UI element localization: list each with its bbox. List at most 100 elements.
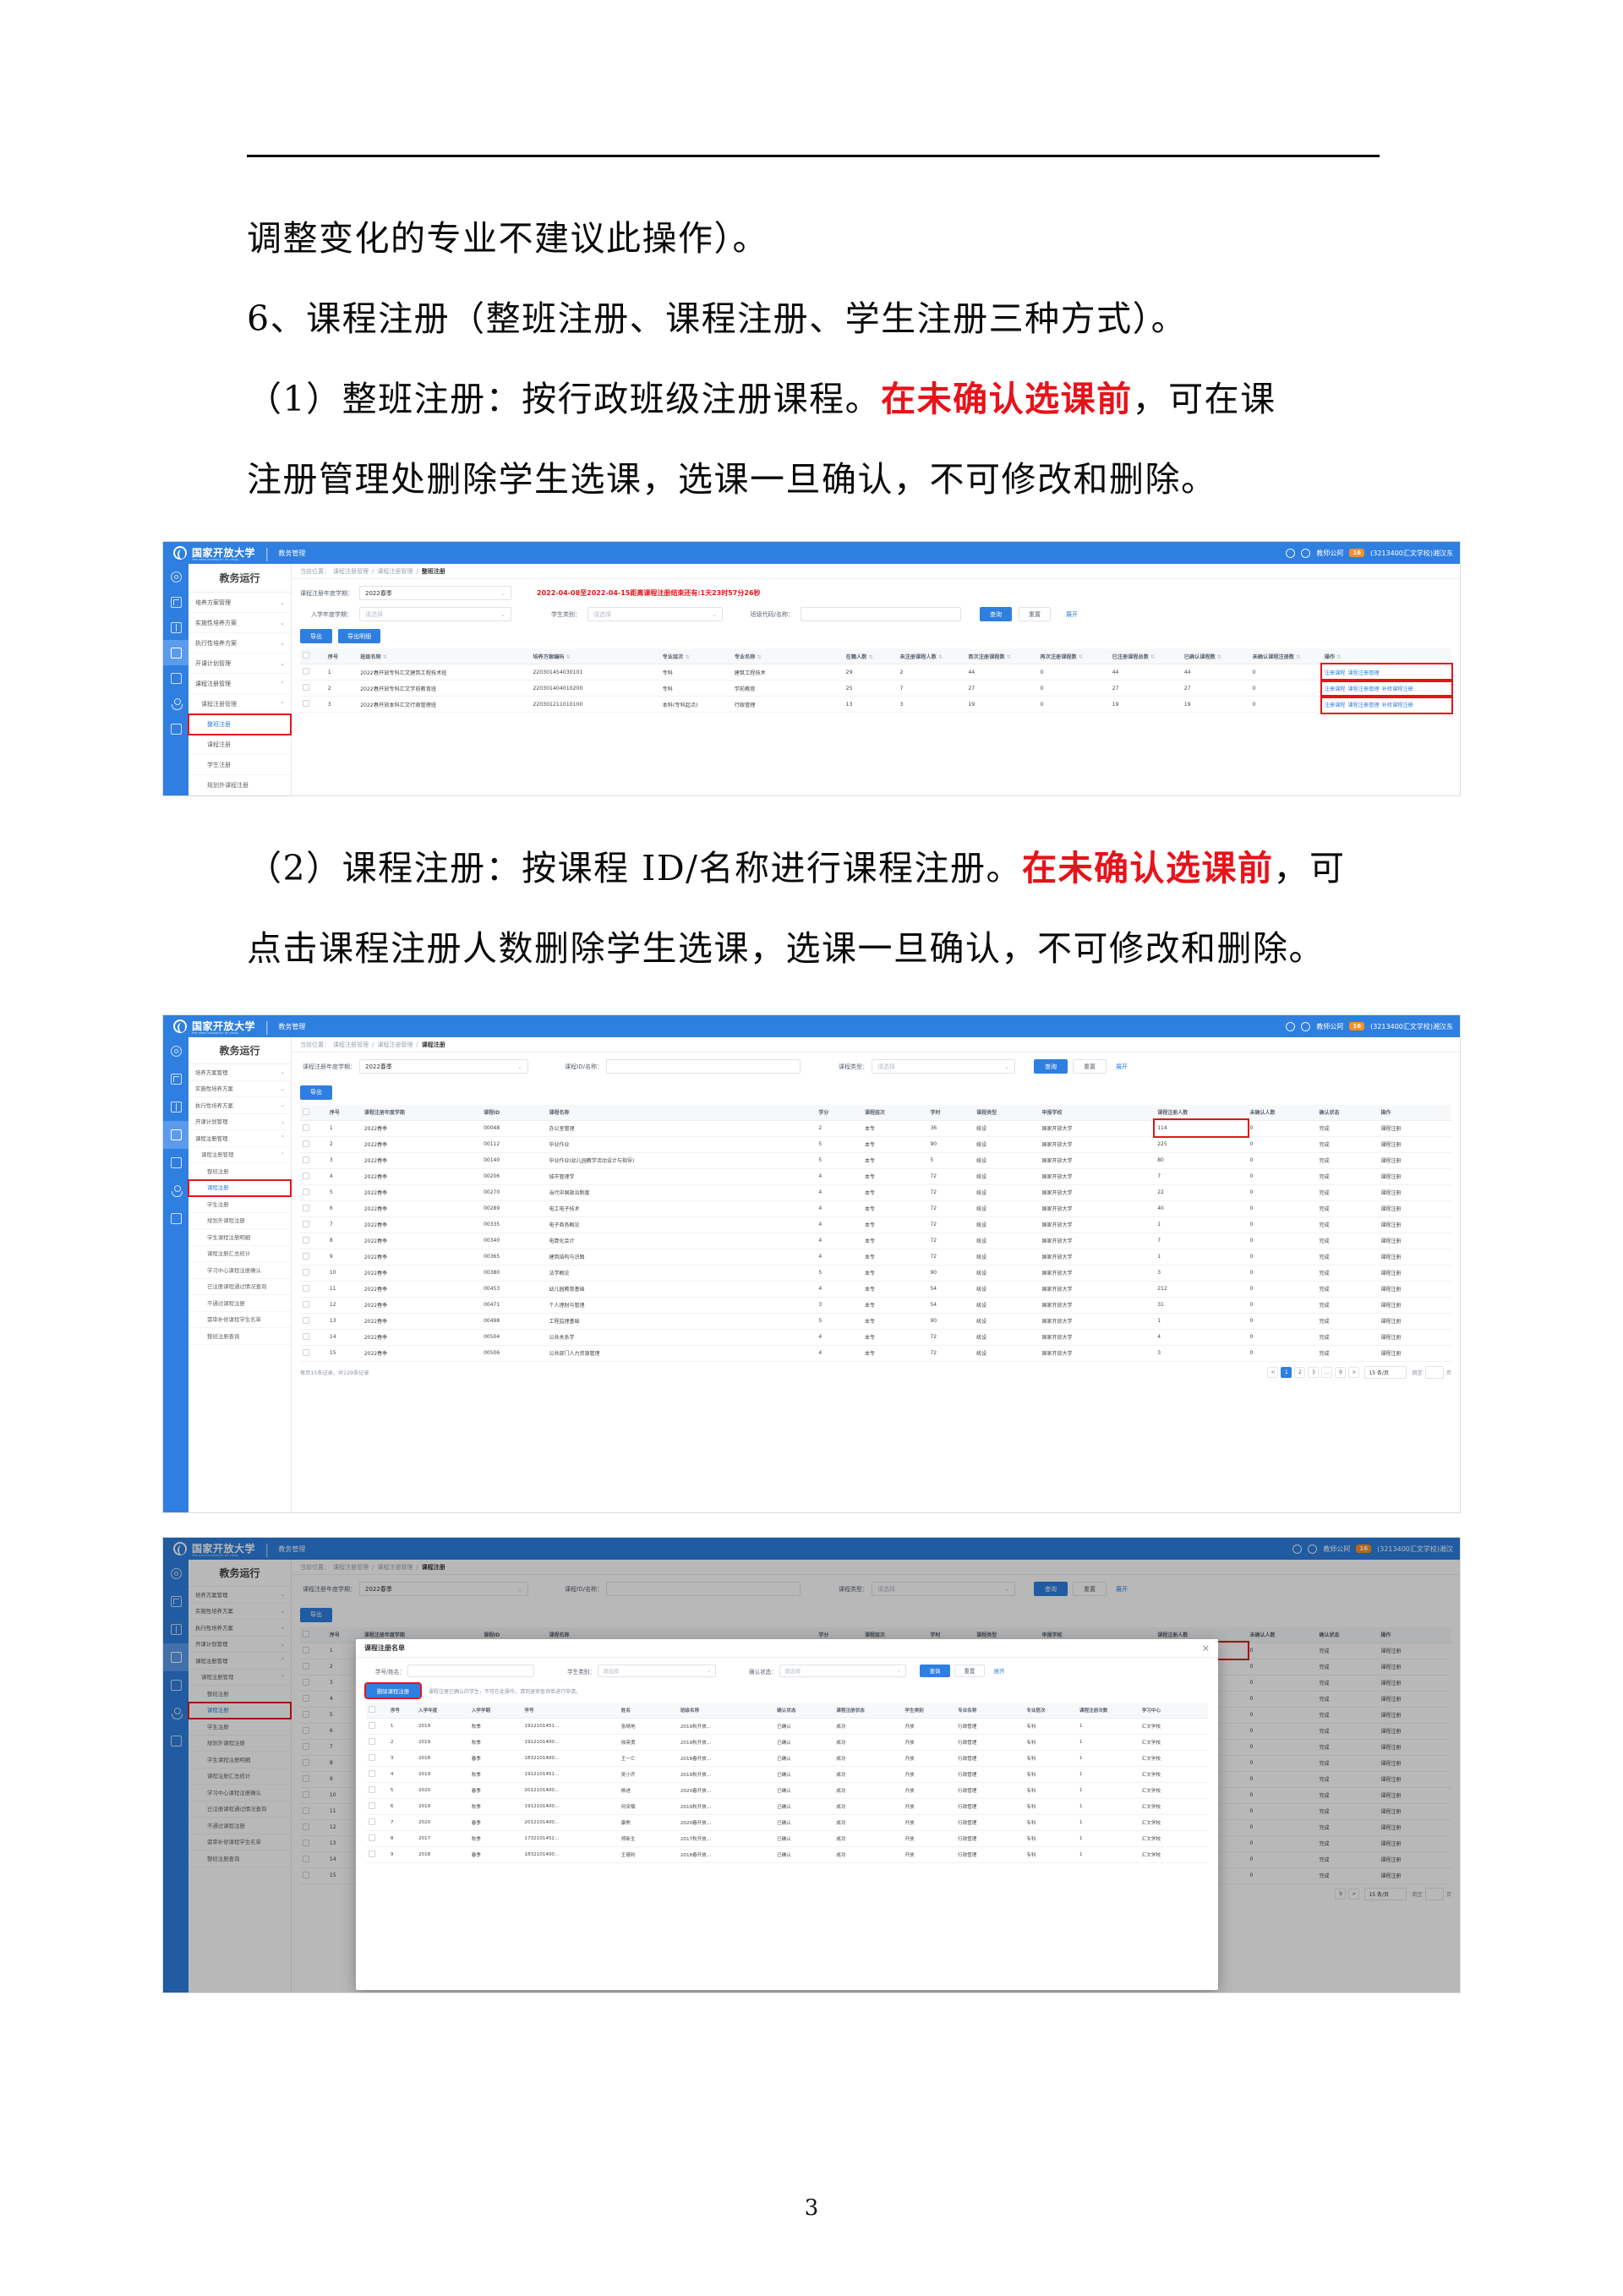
row-checkbox-cell[interactable] xyxy=(300,1675,327,1692)
action-link[interactable]: 注册课程 xyxy=(1324,686,1346,692)
checkbox-icon[interactable] xyxy=(303,684,309,691)
row-checkbox-cell[interactable] xyxy=(300,1835,327,1852)
rail-icon-book[interactable] xyxy=(163,1615,189,1643)
delete-course-registration-button[interactable]: 删除课程注册 xyxy=(364,1682,422,1699)
row-checkbox-cell[interactable] xyxy=(300,1136,327,1153)
sidebar-item-3[interactable]: 执行性培养方案 ⌄ xyxy=(189,633,291,653)
checkbox-icon[interactable] xyxy=(303,1204,309,1211)
table-cell[interactable]: 课程注册 xyxy=(1378,1281,1451,1298)
table-cell[interactable]: 课程注册 xyxy=(1378,1216,1451,1233)
search-button[interactable]: 查询 xyxy=(1034,1059,1068,1074)
select-all-checkbox[interactable] xyxy=(303,1107,309,1115)
sidebar-item-14[interactable]: 已注册课程通过情况查询 xyxy=(189,1279,291,1295)
rail-icon-modules[interactable] xyxy=(163,1588,189,1615)
checkbox-icon[interactable] xyxy=(303,1268,309,1276)
sidebar-item-1[interactable]: 培养方案管理 ⌄ xyxy=(189,1587,291,1604)
sidebar-item-8[interactable]: 课程注册 xyxy=(189,735,291,755)
checkbox-icon[interactable] xyxy=(369,1722,375,1729)
bell-icon[interactable] xyxy=(1308,1544,1318,1554)
sidebar-item-16[interactable]: 需审补修课程学生名单 xyxy=(189,1834,291,1850)
table-cell[interactable]: 课程注册 xyxy=(1378,1835,1451,1852)
sidebar-item-8[interactable]: 课程注册 xyxy=(188,1701,292,1719)
table-cell[interactable]: 课程注册 xyxy=(1378,1184,1451,1201)
table-cell[interactable]: 课程注册 xyxy=(1378,1851,1451,1868)
sidebar-item-9[interactable]: 学生注册 xyxy=(189,755,291,775)
row-checkbox-cell[interactable] xyxy=(300,696,325,713)
sidebar-item-17[interactable]: 整班注册查询 xyxy=(189,1328,291,1345)
page-button-<[interactable]: < xyxy=(1267,1366,1279,1378)
column-header[interactable]: 操作 ⇅ xyxy=(1321,648,1451,664)
row-checkbox-cell[interactable] xyxy=(300,1803,327,1820)
rail-icon-registration[interactable] xyxy=(163,1643,189,1671)
sort-icon[interactable]: ⇅ xyxy=(1150,653,1156,660)
action-link[interactable]: 注册课程 xyxy=(1324,670,1346,676)
row-actions[interactable]: 注册课程 课程注册管理 补修课程注册 xyxy=(1320,678,1454,698)
rail-icon-registration[interactable] xyxy=(163,640,189,665)
sidebar-item-10[interactable]: 规划外课程注册 xyxy=(189,1213,291,1229)
row-checkbox-cell[interactable] xyxy=(366,1798,388,1815)
table-cell[interactable]: 课程注册 xyxy=(1378,1265,1451,1282)
breadcrumb-item-1[interactable]: 课程注册管理 xyxy=(333,567,369,575)
enroll-term-select[interactable]: 请选择 ⌄ xyxy=(359,607,511,621)
row-checkbox-cell[interactable] xyxy=(300,1771,327,1788)
registration-count-link[interactable]: 7 xyxy=(1155,1168,1248,1185)
row-checkbox-cell[interactable] xyxy=(300,1329,327,1346)
checkbox-icon[interactable] xyxy=(303,1252,309,1260)
row-checkbox-cell[interactable] xyxy=(366,1830,388,1847)
sidebar-item-2[interactable]: 实施性培养方案 ⌄ xyxy=(189,613,291,633)
breadcrumb-item-2[interactable]: 课程注册管理 xyxy=(377,1563,413,1571)
row-checkbox-cell[interactable] xyxy=(366,1718,388,1735)
sidebar-item-6[interactable]: 课程注册管理 ⌃ xyxy=(189,1670,291,1686)
checkbox-icon[interactable] xyxy=(303,1316,309,1324)
checkbox-icon[interactable] xyxy=(369,1802,375,1809)
registration-count-link[interactable]: 7 xyxy=(1155,1233,1248,1249)
select-all-checkbox[interactable] xyxy=(303,1630,309,1637)
sidebar-item-9[interactable]: 学生注册 xyxy=(189,1196,291,1213)
row-checkbox-cell[interactable] xyxy=(300,680,325,697)
table-cell[interactable]: 课程注册 xyxy=(1378,1819,1451,1836)
rail-icon-reports[interactable] xyxy=(163,1727,189,1755)
student-type-select[interactable]: 请选择 ⌄ xyxy=(587,607,723,621)
table-cell[interactable]: 课程注册 xyxy=(1378,1867,1451,1884)
checkbox-icon[interactable] xyxy=(303,668,309,675)
term-select[interactable]: 2022春季 ⌄ xyxy=(359,586,511,600)
column-header[interactable]: 在籍人数 ⇅ xyxy=(843,648,898,664)
checkbox-icon[interactable] xyxy=(303,1140,309,1147)
student-search-input[interactable] xyxy=(407,1665,534,1677)
term-select[interactable]: 2022春季 ⌄ xyxy=(359,1582,528,1596)
rail-icon-registration[interactable] xyxy=(163,1121,189,1149)
breadcrumb-item-1[interactable]: 课程注册管理 xyxy=(333,1563,369,1571)
registration-count-link[interactable]: 40 xyxy=(1155,1200,1248,1217)
checkbox-icon[interactable] xyxy=(303,1284,309,1292)
sort-icon[interactable]: ⇅ xyxy=(382,653,388,660)
sidebar-item-9[interactable]: 学生注册 xyxy=(189,1719,291,1736)
rail-icon-gear[interactable] xyxy=(163,1037,189,1065)
table-cell[interactable]: 课程注册 xyxy=(1378,1120,1451,1137)
checkbox-icon[interactable] xyxy=(369,1850,375,1857)
checkbox-icon[interactable] xyxy=(303,1823,309,1830)
table-cell[interactable]: 课程注册 xyxy=(1378,1739,1451,1756)
globe-icon[interactable] xyxy=(1292,1544,1303,1554)
checkbox-icon[interactable] xyxy=(303,1348,309,1356)
page-button->[interactable]: > xyxy=(1348,1366,1360,1378)
row-checkbox-cell[interactable] xyxy=(300,1297,327,1314)
sort-icon[interactable]: ⇅ xyxy=(1078,653,1083,660)
sidebar-item-2[interactable]: 实施性培养方案 ⌄ xyxy=(189,1604,291,1620)
breadcrumb-item-2[interactable]: 课程注册管理 xyxy=(377,567,413,575)
table-cell[interactable]: 课程注册 xyxy=(1378,1675,1451,1692)
sidebar-item-11[interactable]: 学生课程注册明细 xyxy=(189,1229,291,1246)
sort-icon[interactable]: ⇅ xyxy=(1216,653,1222,660)
bell-icon[interactable] xyxy=(1301,1021,1311,1031)
table-cell[interactable]: 课程注册 xyxy=(1378,1200,1451,1217)
sidebar-item-13[interactable]: 学习中心课程注册确认 xyxy=(189,1785,291,1801)
checkbox-icon[interactable] xyxy=(303,1774,309,1782)
registration-count-link[interactable]: 3 xyxy=(1155,1265,1248,1282)
column-header[interactable]: 班级名称 ⇅ xyxy=(358,648,531,664)
action-link[interactable]: 课程注册管理 xyxy=(1347,702,1380,708)
row-checkbox-cell[interactable] xyxy=(300,1265,327,1282)
table-cell[interactable]: 课程注册 xyxy=(1378,1755,1451,1772)
registration-count-link[interactable]: 1 xyxy=(1155,1249,1248,1266)
row-checkbox-cell[interactable] xyxy=(300,1233,327,1249)
checkbox-icon[interactable] xyxy=(369,1754,375,1761)
reset-button[interactable]: 重置 xyxy=(1019,607,1051,621)
